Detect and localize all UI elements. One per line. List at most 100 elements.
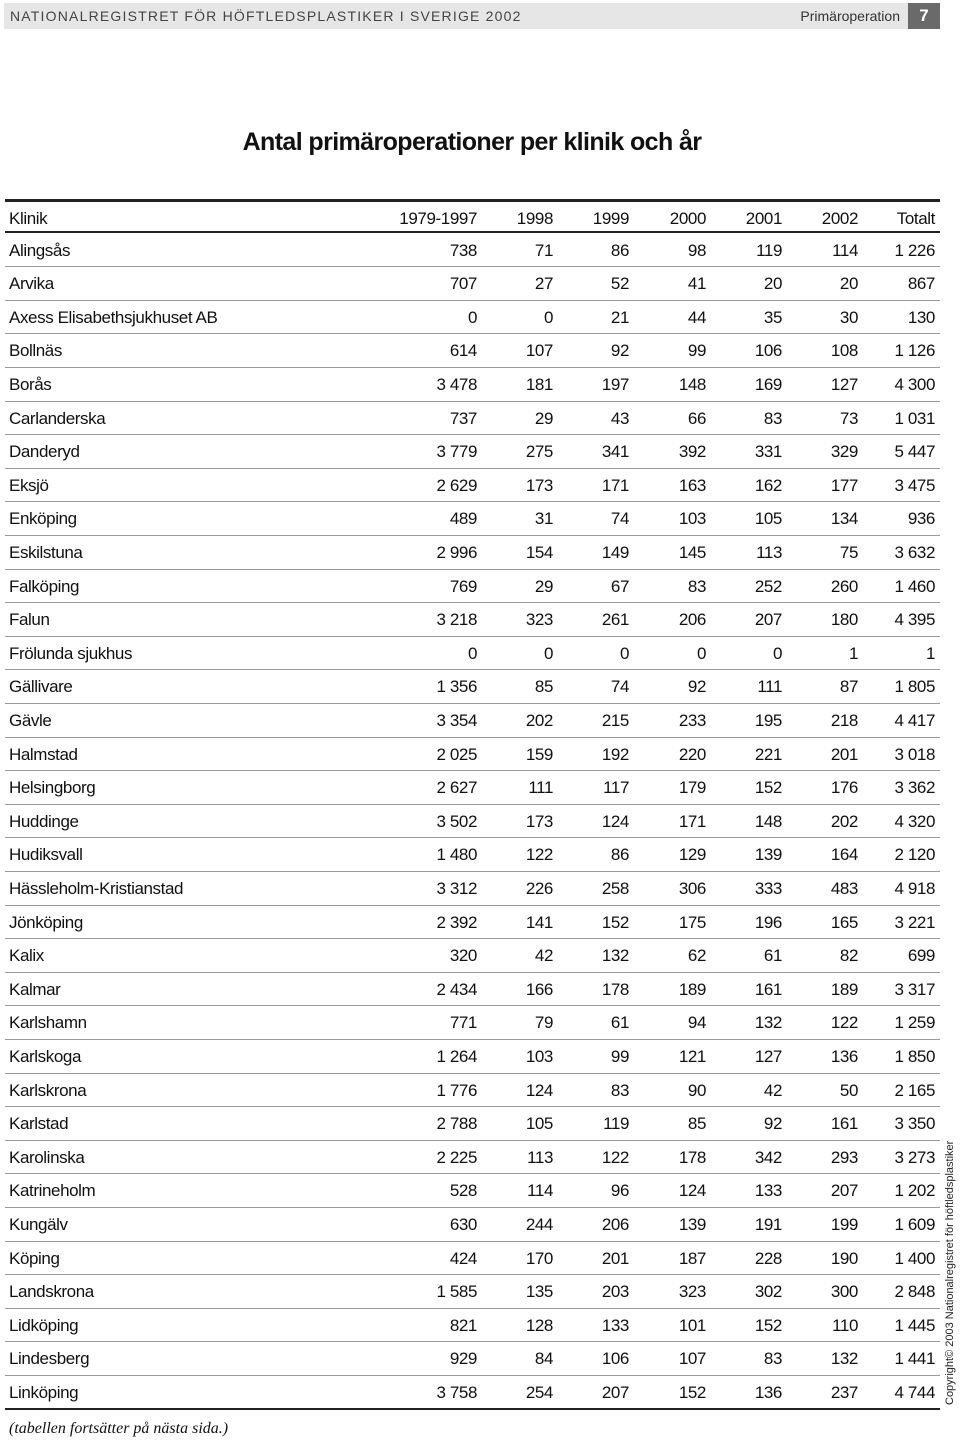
number-cell: 293 (830, 1147, 859, 1167)
number-cell: 189 (830, 979, 859, 999)
table-row: Kalix 320 42 132 62 61 82 699 (5, 939, 940, 973)
number-cell: 124 (601, 811, 630, 831)
number-cell: 1 (925, 643, 935, 663)
clinic-cell: Kalix (9, 946, 44, 966)
number-cell: 1 850 (894, 1047, 935, 1066)
number-cell: 2 627 (436, 778, 477, 798)
number-cell: 74 (610, 509, 630, 529)
number-cell: 132 (754, 1013, 783, 1033)
number-cell: 42 (534, 946, 554, 966)
number-cell: 84 (534, 1349, 554, 1369)
column-header: 1979-1997 (399, 209, 477, 228)
number-cell: 165 (830, 912, 859, 932)
number-cell: 130 (907, 307, 936, 327)
table-row: Carlanderska 737 29 43 66 83 73 1 031 (5, 402, 940, 436)
clinic-cell: Borås (9, 375, 52, 394)
number-cell: 149 (601, 543, 630, 562)
page-number: 7 (908, 3, 940, 29)
number-cell: 107 (525, 341, 554, 361)
number-cell: 1 202 (894, 1181, 935, 1201)
clinic-cell: Huddinge (9, 811, 79, 831)
table-row: Falköping 769 29 67 83 252 260 1 460 (5, 570, 940, 604)
clinic-cell: Karlskrona (9, 1080, 87, 1100)
table-row: Katrineholm 528 114 96 124 133 207 1 202 (5, 1174, 940, 1208)
number-cell: 0 (696, 643, 706, 663)
number-cell: 2 025 (436, 744, 477, 764)
clinic-cell: Linköping (9, 1383, 79, 1402)
number-cell: 31 (534, 509, 554, 529)
number-cell: 202 (830, 811, 859, 831)
clinic-cell: Gällivare (9, 677, 73, 697)
number-cell: 2 165 (894, 1080, 935, 1100)
clinic-cell: Lindesberg (9, 1349, 90, 1369)
number-cell: 936 (907, 509, 936, 529)
number-cell: 3 218 (436, 610, 477, 630)
clinic-cell: Hässleholm-Kristianstad (9, 879, 184, 898)
number-cell: 82 (839, 946, 859, 966)
clinic-cell: Arvika (9, 274, 54, 294)
number-cell: 196 (754, 912, 783, 932)
table-row: Karlshamn 771 79 61 94 132 122 1 259 (5, 1006, 940, 1040)
number-cell: 86 (610, 240, 630, 260)
number-cell: 139 (678, 1215, 707, 1234)
number-cell: 135 (525, 1282, 554, 1302)
number-cell: 3 354 (436, 711, 477, 730)
number-cell: 113 (527, 1147, 553, 1167)
number-cell: 252 (754, 576, 783, 596)
number-cell: 258 (601, 879, 630, 898)
number-cell: 92 (763, 1114, 783, 1134)
number-cell: 867 (907, 274, 936, 294)
clinic-cell: Halmstad (9, 744, 78, 764)
number-cell: 1 400 (894, 1248, 935, 1268)
number-cell: 21 (610, 307, 630, 327)
clinic-cell: Karolinska (9, 1147, 85, 1167)
number-cell: 771 (449, 1013, 478, 1033)
number-cell: 341 (601, 442, 630, 462)
number-cell: 132 (601, 946, 630, 966)
number-cell: 4 395 (894, 610, 935, 630)
number-cell: 122 (601, 1147, 630, 1167)
number-cell: 122 (830, 1013, 859, 1033)
table-row: Karlskrona 1 776 124 83 90 42 50 2 165 (5, 1074, 940, 1108)
number-cell: 162 (754, 475, 783, 495)
column-header: Totalt (896, 209, 936, 228)
number-cell: 228 (754, 1248, 783, 1268)
number-cell: 226 (525, 879, 554, 898)
number-cell: 215 (601, 711, 630, 730)
number-cell: 43 (610, 408, 630, 428)
number-cell: 79 (534, 1013, 554, 1033)
number-cell: 152 (754, 778, 783, 798)
number-cell: 614 (449, 341, 478, 361)
number-cell: 0 (772, 643, 782, 663)
number-cell: 2 225 (436, 1147, 477, 1167)
number-cell: 29 (534, 576, 554, 596)
number-cell: 237 (830, 1383, 859, 1402)
number-cell: 0 (543, 307, 553, 327)
number-cell: 133 (754, 1181, 783, 1201)
number-cell: 333 (754, 879, 783, 898)
number-cell: 152 (601, 912, 630, 932)
number-cell: 192 (601, 744, 630, 764)
number-cell: 90 (687, 1080, 707, 1100)
number-cell: 3 362 (894, 778, 935, 798)
number-cell: 83 (763, 408, 783, 428)
number-cell: 163 (678, 475, 707, 495)
number-cell: 159 (525, 744, 554, 764)
footnote: (tabellen fortsätter på nästa sida.) (9, 1420, 229, 1437)
number-cell: 99 (610, 1047, 630, 1066)
number-cell: 3 475 (894, 475, 935, 495)
number-cell: 103 (678, 509, 707, 529)
number-cell: 201 (601, 1248, 630, 1268)
clinic-cell: Köping (9, 1248, 60, 1268)
number-cell: 630 (449, 1215, 478, 1234)
table-row: Eksjö 2 629 173 171 163 162 177 3 475 (5, 469, 940, 503)
column-header: 1999 (592, 209, 630, 228)
table-row: Hudiksvall 1 480 122 86 129 139 164 2 120 (5, 838, 940, 872)
number-cell: 483 (830, 879, 859, 898)
number-cell: 42 (763, 1080, 783, 1100)
number-cell: 392 (678, 442, 707, 462)
number-cell: 106 (754, 341, 783, 361)
clinic-cell: Eksjö (9, 475, 49, 495)
number-cell: 132 (830, 1349, 859, 1369)
number-cell: 4 744 (894, 1383, 935, 1402)
